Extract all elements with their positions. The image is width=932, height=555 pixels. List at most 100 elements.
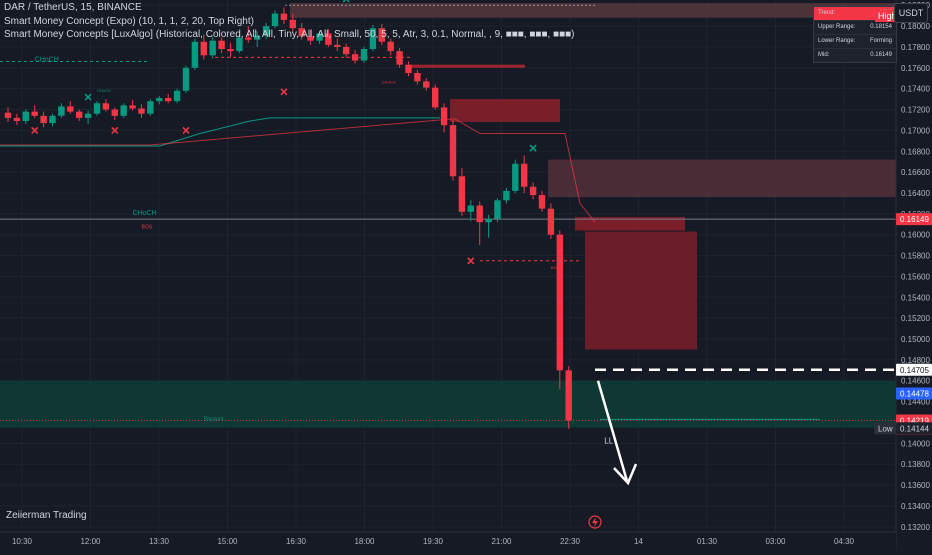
time-tick-label: 22:30 (560, 537, 581, 546)
arrow-annotation (596, 380, 638, 486)
price-tick-label: 0.15800 (901, 252, 930, 261)
candle-body (147, 101, 154, 114)
candle-body (458, 176, 466, 212)
candle-body (325, 33, 332, 45)
time-tick-label: 14 (634, 537, 643, 546)
candle-body (565, 370, 572, 421)
candle-body (556, 234, 563, 371)
premium-zone-top (290, 3, 896, 18)
price-tick-label: 0.13400 (901, 502, 930, 511)
candle-body (200, 41, 207, 56)
indicator-legend-1[interactable]: Smart Money Concept (Expo) (10, 1, 1, 2,… (4, 16, 254, 27)
price-tick-label: 0.14800 (901, 356, 930, 365)
discount-zone (0, 380, 896, 428)
lower-range-value: Forming (869, 38, 892, 44)
x-marker-stroke (111, 126, 119, 134)
candle-body (316, 33, 323, 41)
arrow-head (613, 463, 638, 486)
x-marker (342, 0, 350, 3)
price-tick-label: 0.14600 (901, 377, 930, 386)
price-tick-label: 0.17400 (901, 85, 930, 94)
symbol-title: DAR / TetherUS, 15, BINANCE (4, 2, 142, 13)
candle-body (4, 112, 12, 118)
low-tag-label: Low (878, 424, 893, 433)
x-marker (529, 144, 537, 152)
candle-body (423, 81, 430, 88)
candle-body (22, 111, 29, 122)
price-tick-label: 0.13600 (901, 481, 930, 490)
candle-body (138, 108, 145, 114)
x-marker-stroke (529, 144, 537, 152)
candle-body (289, 19, 296, 29)
indicator-legend-2[interactable]: Smart Money Concepts [LuxAlgo] (Historic… (4, 29, 575, 40)
price-label-bg (896, 363, 932, 376)
time-tick-label: 03:00 (765, 537, 786, 546)
candle-body (369, 28, 377, 50)
price-label: 0.14219 (900, 416, 929, 425)
price-tick-label: 0.14400 (901, 398, 930, 407)
brand-watermark: Zeiierman Trading (6, 510, 87, 521)
price-tick-label: 0.17000 (901, 126, 930, 135)
candle-body (120, 105, 127, 116)
upper-range-label: Upper Range: (818, 24, 856, 30)
price-label: 0.14705 (900, 366, 929, 375)
candle-body (298, 28, 305, 37)
x-marker (467, 257, 475, 265)
time-tick-label: 16:30 (286, 537, 307, 546)
candle-body (191, 41, 199, 68)
order-block-3 (410, 64, 525, 68)
time-tick-label: 18:00 (354, 537, 375, 546)
candle-body (396, 51, 403, 65)
x-marker-stroke (467, 257, 475, 265)
candle-body (280, 13, 288, 20)
candle-body (236, 37, 243, 52)
x-marker-stroke (346, 0, 350, 3)
candle-body (378, 28, 385, 42)
price-tick-label: 0.17600 (901, 64, 930, 73)
candle-body (512, 163, 519, 191)
x-marker-stroke (280, 88, 288, 96)
x-marker-stroke (342, 0, 347, 3)
candle-body (521, 163, 528, 187)
candle-body (58, 106, 65, 116)
x-marker (111, 126, 119, 134)
candle-body (414, 73, 421, 82)
order-block-2 (575, 216, 685, 231)
supply-box-large (585, 231, 697, 350)
trend-label: Trend: (818, 10, 836, 16)
candle-body (165, 98, 172, 102)
x-marker (31, 126, 39, 134)
candle-body (218, 40, 225, 50)
time-tick-label: 19:30 (423, 537, 444, 546)
candle-body (67, 106, 74, 112)
lower-range-label: Lower Range: (818, 38, 856, 44)
candle-body (343, 46, 350, 55)
time-tick-label: 21:00 (491, 537, 512, 546)
price-tick-label: 0.15600 (901, 272, 930, 281)
chart-annotation: Discount (204, 416, 224, 422)
candle-body (440, 107, 448, 126)
candle-body (449, 125, 457, 177)
chart-annotation: CHoCH (133, 210, 157, 217)
x-marker-stroke (31, 126, 39, 134)
price-label-bg (896, 422, 932, 435)
trailing-resistance-line (0, 118, 596, 223)
upper-range-row: Upper Range: 0.18154 (814, 20, 896, 34)
mid-label: Mid: (818, 52, 830, 58)
candle-body (360, 49, 368, 61)
chart-annotation: LL (604, 436, 613, 445)
currency-button[interactable]: USDT (894, 3, 928, 23)
price-tick-label: 0.15400 (901, 293, 930, 302)
order-block-1 (450, 99, 560, 123)
candle-body (503, 190, 510, 201)
price-tick-label: 0.14000 (901, 439, 930, 448)
candle-body (254, 35, 261, 40)
candle-body (334, 44, 341, 47)
candle-body (40, 115, 47, 124)
candle-body (405, 64, 412, 74)
candle-body (93, 103, 101, 114)
candle-body (111, 109, 118, 116)
mid-row: Mid: 0.16149 (814, 48, 896, 62)
upper-range-value: 0.18154 (870, 24, 892, 30)
